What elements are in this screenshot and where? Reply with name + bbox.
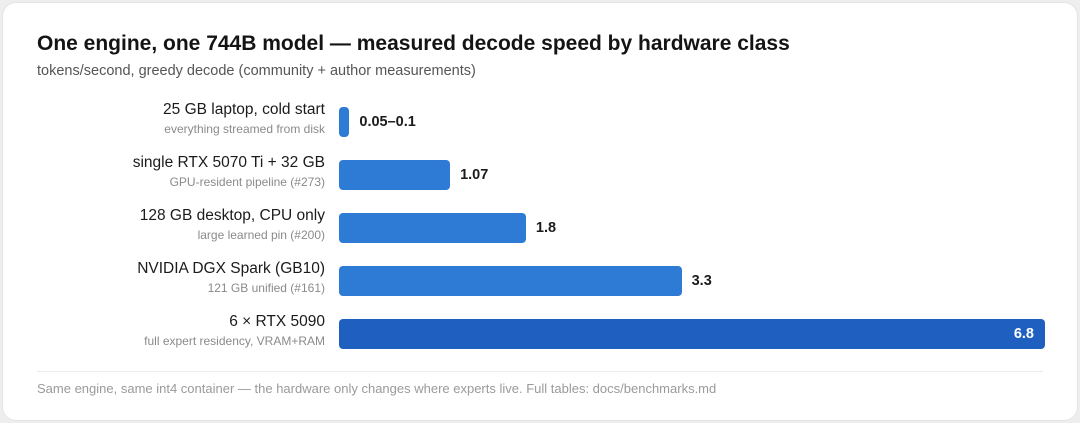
chart-subtitle: tokens/second, greedy decode (community … (37, 63, 476, 79)
bar (339, 213, 526, 243)
footnote: Same engine, same int4 container — the h… (37, 381, 717, 396)
category-sublabel: GPU-resident pipeline (#273) (169, 175, 325, 189)
bar (339, 319, 1045, 349)
category-label: single RTX 5070 Ti + 32 GB (132, 154, 325, 171)
bar-row: NVIDIA DGX Spark (GB10) 121 GB unified (#… (3, 260, 1079, 297)
category-label: 6 × RTX 5090 (229, 313, 325, 330)
category-sublabel: 121 GB unified (#161) (207, 281, 325, 295)
category-sublabel: large learned pin (#200) (197, 228, 325, 242)
chart-title: One engine, one 744B model — measured de… (37, 32, 790, 55)
category-sublabel: everything streamed from disk (164, 122, 325, 136)
bar (339, 160, 451, 190)
value-label: 3.3 (691, 273, 712, 289)
value-label: 0.05–0.1 (359, 114, 416, 130)
category-label: 25 GB laptop, cold start (163, 101, 325, 118)
footer-divider (37, 371, 1043, 372)
category-sublabel: full expert residency, VRAM+RAM (144, 334, 325, 348)
bar-row: 6 × RTX 5090 full expert residency, VRAM+… (3, 313, 1079, 350)
bar-row: single RTX 5070 Ti + 32 GB GPU-resident p… (3, 154, 1079, 191)
value-label: 1.8 (535, 220, 557, 236)
category-label: NVIDIA DGX Spark (GB10) (137, 260, 325, 277)
bar-row: 25 GB laptop, cold start everything strea… (3, 101, 1079, 138)
bar-row: 128 GB desktop, CPU only large learned pi… (3, 207, 1079, 244)
value-label: 1.07 (460, 167, 489, 183)
bar (339, 107, 350, 137)
bar (339, 266, 682, 296)
category-label: 128 GB desktop, CPU only (139, 207, 325, 224)
value-label: 6.8 (1013, 326, 1034, 342)
